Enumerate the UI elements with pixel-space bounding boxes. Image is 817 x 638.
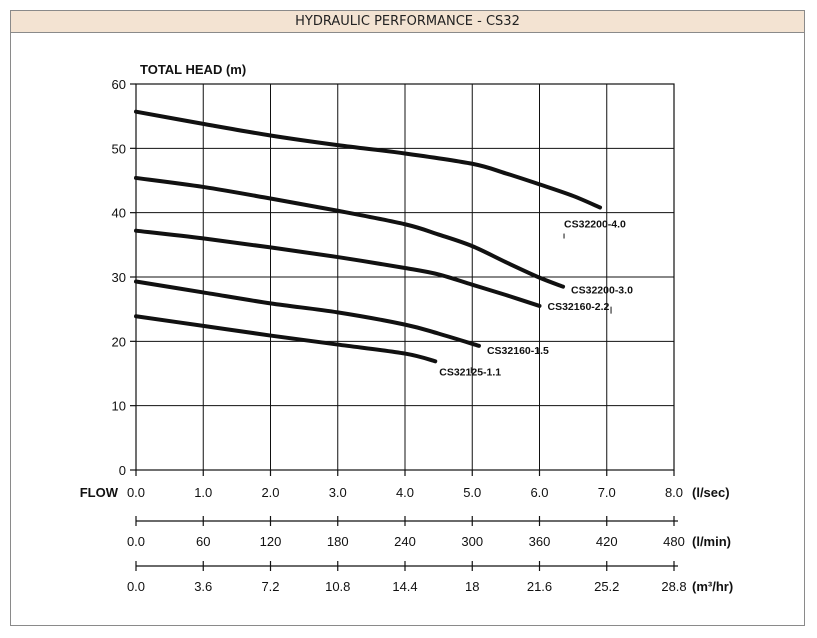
- curve-label: CS32125-1.1: [439, 366, 501, 378]
- x-tick-label: 3.6: [194, 579, 212, 594]
- y-tick-label: 30: [112, 270, 126, 285]
- y-tick-label: 50: [112, 141, 126, 156]
- chart-grid: [135, 83, 675, 471]
- x-tick-label: 3.0: [329, 485, 347, 500]
- x-tick-label: 4.0: [396, 485, 414, 500]
- curve-label: CS32160-1.5: [487, 345, 549, 357]
- pump-curves: [134, 109, 603, 364]
- x-tick-label: 0.0: [127, 534, 145, 549]
- curve-cs32160-2.2: [134, 228, 542, 308]
- y-tick-label: 0: [119, 463, 126, 478]
- x-tick-label: 60: [196, 534, 210, 549]
- x-tick-label: 5.0: [463, 485, 481, 500]
- chart-title: HYDRAULIC PERFORMANCE - CS32: [295, 14, 520, 29]
- curve-cs32125-1.1: [134, 314, 438, 364]
- y-tick-label: 40: [112, 206, 126, 221]
- x-tick-label: 25.2: [594, 579, 619, 594]
- curve-cs32160-1.5: [134, 279, 481, 348]
- x-axis-unit: (l/sec): [692, 485, 730, 500]
- x-tick-label: 0.0: [127, 485, 145, 500]
- x-axis-unit: (l/min): [692, 534, 731, 549]
- x-tick-label: 18: [465, 579, 479, 594]
- x-tick-label: 6.0: [530, 485, 548, 500]
- y-axis-label: TOTAL HEAD (m): [140, 62, 246, 77]
- x-tick-label: 8.0: [665, 485, 683, 500]
- x-axis-label: FLOW: [80, 485, 119, 500]
- x-tick-label: 480: [663, 534, 685, 549]
- y-tick-label: 60: [112, 77, 126, 92]
- x-tick-label: 7.2: [261, 579, 279, 594]
- x-tick-label: 0.0: [127, 579, 145, 594]
- x-tick-label: 10.8: [325, 579, 350, 594]
- x-tick-label: 120: [260, 534, 282, 549]
- x-tick-label: 420: [596, 534, 618, 549]
- x-tick-label: 1.0: [194, 485, 212, 500]
- x-tick-label: 180: [327, 534, 349, 549]
- x-tick-label: 2.0: [261, 485, 279, 500]
- curve-label: CS32160-2.2: [548, 301, 610, 313]
- curve-cs32200-4.0: [134, 109, 603, 210]
- x-tick-label: 240: [394, 534, 416, 549]
- x-tick-label: 28.8: [661, 579, 686, 594]
- curve-label: CS32200-4.0: [564, 219, 626, 231]
- x-tick-label: 300: [461, 534, 483, 549]
- y-tick-label: 10: [112, 399, 126, 414]
- x-axis-unit: (m³/hr): [692, 579, 733, 594]
- curve-label: CS32200-3.0: [571, 285, 633, 297]
- x-tick-label: 21.6: [527, 579, 552, 594]
- x-tick-label: 7.0: [598, 485, 616, 500]
- x-tick-label: 360: [529, 534, 551, 549]
- chart-header: HYDRAULIC PERFORMANCE - CS32: [10, 10, 805, 33]
- x-tick-label: 14.4: [392, 579, 417, 594]
- curve-cs32200-3.0: [134, 175, 566, 289]
- chart-axes: 0 10 20 30 40 50 60 0.0 1.0 2.0 3.0 4.0 5.0 6.0 7.0 8.0…: [112, 77, 734, 594]
- y-tick-label: 20: [112, 334, 126, 349]
- curve-labels: CS32200-4.0 CS32200-3.0 CS32160-2.2 CS32160…: [439, 219, 633, 379]
